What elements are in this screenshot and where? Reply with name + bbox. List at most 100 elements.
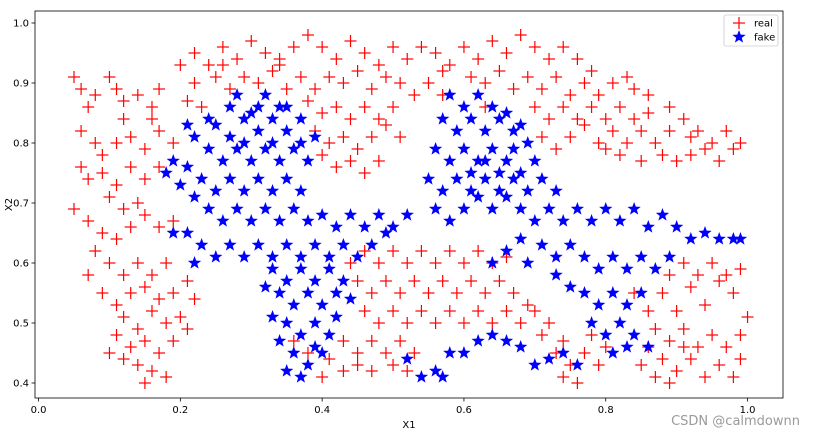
real-point: [465, 71, 478, 83]
real-point: [500, 47, 513, 59]
real-point: [734, 137, 747, 149]
real-point: [124, 287, 137, 299]
real-point: [699, 143, 712, 155]
real-point: [450, 287, 463, 299]
fake-point: [428, 202, 443, 215]
fake-point: [613, 214, 627, 227]
y-tick-label: 0.5: [13, 319, 29, 330]
real-point: [528, 101, 541, 113]
fake-point: [358, 220, 372, 233]
real-point: [706, 329, 719, 341]
x-tick-label: 0.4: [314, 405, 330, 416]
fake-point: [244, 214, 258, 227]
fake-point: [301, 154, 315, 167]
real-point: [223, 83, 236, 95]
real-point: [514, 317, 527, 329]
fake-point: [620, 298, 634, 311]
y-axis: 0.4 0.5 0.6 0.7 0.8 0.9 1.0: [13, 19, 35, 390]
fake-point: [365, 238, 379, 251]
real-point: [394, 335, 407, 347]
real-point: [408, 89, 421, 101]
real-point: [365, 83, 378, 95]
fake-point: [514, 202, 528, 215]
real-point: [543, 113, 556, 125]
real-point: [351, 143, 364, 155]
real-point: [117, 353, 130, 365]
real-point: [394, 131, 407, 143]
fake-point: [577, 286, 592, 299]
real-point: [273, 53, 286, 65]
real-point: [110, 137, 123, 149]
fake-point: [450, 124, 464, 137]
real-point: [465, 275, 478, 287]
fake-point: [272, 286, 287, 299]
real-point: [351, 359, 364, 371]
fake-point: [265, 112, 280, 125]
fake-point: [180, 226, 195, 239]
real-point: [479, 287, 492, 299]
fake-point: [521, 184, 535, 197]
fake-point: [599, 328, 613, 341]
real-point: [89, 137, 102, 149]
fake-point: [237, 136, 251, 149]
real-point: [592, 359, 605, 371]
fake-point: [223, 100, 237, 113]
fake-point: [499, 190, 514, 203]
fake-point: [237, 250, 251, 263]
fake-point: [549, 250, 563, 263]
fake-point: [485, 256, 499, 269]
real-point: [628, 83, 641, 95]
real-point: [578, 77, 591, 89]
real-point: [138, 173, 151, 185]
real-point: [82, 269, 95, 281]
real-point: [309, 83, 322, 95]
fake-point: [634, 250, 648, 263]
real-point: [337, 77, 350, 89]
real-point: [131, 257, 144, 269]
real-point: [365, 131, 378, 143]
real-point: [677, 257, 690, 269]
real-point: [202, 59, 215, 71]
fake-point: [428, 364, 443, 377]
x-tick-label: 1.0: [740, 405, 756, 416]
fake-point: [308, 316, 322, 329]
legend-label-real: real: [754, 19, 773, 30]
real-point: [691, 269, 704, 281]
fake-point: [280, 172, 294, 185]
real-point: [181, 275, 194, 287]
real-point: [138, 377, 151, 389]
real-point: [635, 125, 648, 137]
y-tick-label: 0.6: [13, 259, 29, 270]
fake-point: [655, 208, 670, 221]
fake-point: [535, 238, 549, 251]
real-point: [408, 275, 421, 287]
real-point: [613, 101, 626, 113]
fake-point: [294, 262, 308, 275]
fake-point: [556, 346, 570, 359]
real-point: [521, 299, 534, 311]
legend-label-fake: fake: [754, 33, 775, 44]
real-point: [635, 155, 648, 167]
real-point: [557, 371, 570, 383]
fake-point: [308, 238, 322, 251]
fake-point: [180, 118, 195, 131]
real-point: [231, 53, 244, 65]
fake-point: [620, 262, 634, 275]
real-point: [401, 257, 414, 269]
fake-point: [265, 310, 280, 323]
real-point: [138, 209, 151, 221]
real-point: [379, 347, 392, 359]
real-point: [153, 125, 166, 137]
real-point: [330, 161, 343, 173]
fake-point: [251, 100, 265, 113]
fake-point: [258, 142, 273, 155]
real-point: [174, 311, 187, 323]
real-point: [684, 131, 697, 143]
fake-point: [570, 358, 585, 371]
real-point: [535, 83, 548, 95]
real-point: [621, 137, 634, 149]
fake-point: [265, 250, 280, 263]
real-point: [436, 65, 449, 77]
real-point: [677, 341, 690, 353]
real-point: [145, 365, 158, 377]
